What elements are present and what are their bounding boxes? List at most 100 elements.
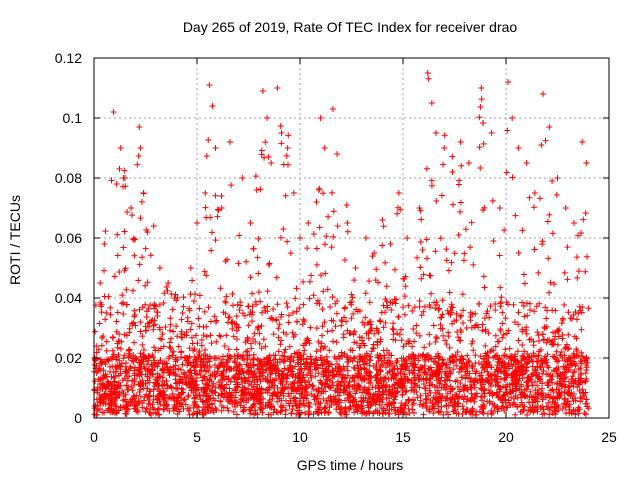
data-point	[380, 405, 387, 412]
data-point	[368, 400, 375, 407]
data-point	[321, 405, 328, 412]
data-point	[202, 190, 209, 196]
data-point	[558, 320, 565, 327]
data-point	[348, 291, 355, 298]
data-point	[235, 374, 242, 381]
data-point	[576, 381, 583, 388]
data-point	[247, 220, 254, 226]
data-point	[488, 130, 495, 136]
data-point	[139, 333, 146, 340]
data-point	[167, 321, 174, 328]
data-point	[446, 344, 453, 351]
data-point	[267, 370, 274, 377]
data-point	[201, 308, 208, 315]
data-point	[426, 272, 433, 279]
data-point	[283, 300, 290, 307]
data-point	[316, 185, 323, 192]
data-point	[138, 198, 145, 205]
data-point	[105, 379, 112, 386]
data-point	[413, 330, 420, 337]
data-point	[535, 269, 542, 276]
data-point	[552, 411, 559, 418]
data-point	[468, 340, 475, 347]
data-point	[379, 389, 386, 396]
data-point	[449, 153, 456, 160]
data-point	[315, 297, 322, 304]
data-point	[479, 321, 486, 328]
data-point	[102, 395, 109, 402]
data-point	[527, 306, 534, 313]
data-point	[519, 227, 526, 234]
data-point	[457, 139, 464, 145]
data-point	[229, 290, 236, 297]
data-point	[230, 408, 237, 415]
data-point	[196, 323, 203, 330]
data-point	[393, 390, 400, 397]
data-point	[467, 396, 474, 403]
data-point	[401, 371, 408, 378]
data-point	[455, 231, 462, 238]
data-point	[365, 399, 372, 406]
data-point	[179, 401, 186, 408]
data-point	[535, 332, 542, 339]
data-point	[306, 381, 313, 388]
data-point	[489, 409, 496, 416]
data-point	[134, 161, 141, 168]
data-point	[539, 380, 546, 387]
data-point	[116, 165, 123, 172]
data-point	[491, 404, 498, 411]
data-point	[233, 411, 240, 418]
data-point	[366, 362, 373, 369]
data-point	[387, 241, 394, 247]
data-point	[457, 327, 464, 334]
data-point	[454, 393, 461, 400]
data-point	[402, 283, 409, 290]
data-point	[443, 246, 450, 253]
data-point	[530, 409, 537, 416]
data-point	[358, 373, 365, 380]
data-point	[192, 332, 199, 339]
data-point	[550, 341, 557, 348]
data-point	[277, 123, 284, 130]
data-point	[240, 353, 246, 360]
data-point	[463, 398, 470, 405]
data-point	[562, 410, 569, 417]
data-point	[509, 115, 516, 121]
data-point	[293, 308, 300, 315]
data-point	[244, 303, 251, 310]
data-point	[247, 274, 254, 281]
data-point	[369, 253, 376, 260]
data-point	[245, 362, 252, 369]
data-point	[462, 226, 469, 233]
data-point	[299, 386, 306, 393]
data-point	[565, 309, 572, 316]
data-point	[246, 406, 253, 413]
data-point	[366, 299, 373, 306]
data-point	[257, 298, 264, 305]
data-point	[382, 319, 389, 326]
data-point	[205, 137, 212, 144]
data-point	[416, 332, 423, 339]
data-point	[356, 353, 363, 360]
data-point	[174, 294, 181, 301]
data-point	[479, 327, 486, 334]
data-point	[186, 345, 193, 352]
data-point	[214, 206, 221, 213]
data-point	[190, 298, 197, 305]
data-point	[310, 292, 317, 299]
data-point	[157, 335, 164, 342]
data-point	[410, 325, 417, 332]
data-point	[144, 279, 151, 286]
data-point	[203, 272, 210, 279]
data-point	[362, 235, 369, 241]
data-point	[166, 339, 173, 346]
data-point	[206, 358, 213, 365]
data-point	[575, 381, 582, 388]
data-point	[555, 386, 562, 393]
data-point	[490, 238, 497, 245]
data-point	[571, 368, 578, 375]
data-point	[414, 394, 421, 401]
data-point	[248, 381, 255, 388]
data-point	[479, 409, 486, 416]
data-point	[261, 361, 268, 368]
